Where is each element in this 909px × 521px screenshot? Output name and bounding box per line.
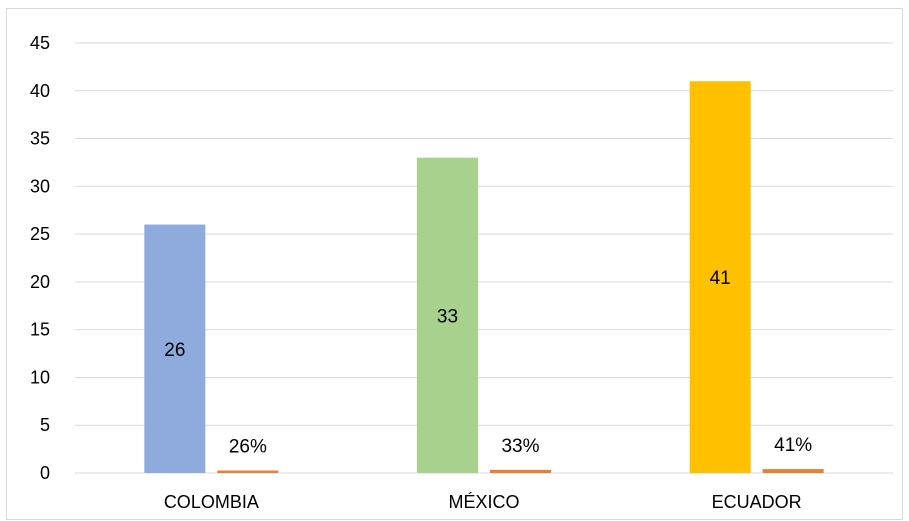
x-category-label: MÉXICO <box>448 492 519 512</box>
y-tick-label: 10 <box>30 367 50 387</box>
x-axis-categories: COLOMBIA MÉXICO ECUADOR <box>164 492 802 512</box>
y-tick-label: 0 <box>40 463 50 483</box>
bar-count-ecuador <box>689 81 751 473</box>
x-category-label: ECUADOR <box>712 492 802 512</box>
data-label-count: 26 <box>164 340 185 361</box>
bar-count-méxico <box>417 157 478 473</box>
data-label-percent: 33% <box>501 436 539 457</box>
data-label-percent: 26% <box>229 437 267 458</box>
bar-percent-méxico <box>490 469 551 473</box>
gridlines <box>75 42 893 474</box>
data-label-count: 41 <box>710 268 731 289</box>
bars <box>144 81 824 473</box>
y-tick-label: 25 <box>30 224 50 244</box>
bar-count-colombia <box>144 224 206 473</box>
data-label-count: 33 <box>437 306 458 327</box>
x-category-label: COLOMBIA <box>164 492 259 512</box>
y-tick-label: 40 <box>30 81 50 101</box>
y-tick-label: 30 <box>30 176 50 196</box>
y-axis-ticks: 0 5 10 15 20 25 30 35 40 45 <box>30 33 50 483</box>
y-tick-label: 45 <box>30 33 50 53</box>
bar-percent-ecuador <box>762 469 824 473</box>
bar-percent-colombia <box>217 470 279 473</box>
y-tick-label: 5 <box>40 415 50 435</box>
y-tick-label: 20 <box>30 272 50 292</box>
data-label-percent: 41% <box>774 435 812 456</box>
y-tick-label: 15 <box>30 320 50 340</box>
data-labels: 26 26% 33 33% 41 41% <box>164 268 812 457</box>
y-tick-label: 35 <box>30 129 50 149</box>
